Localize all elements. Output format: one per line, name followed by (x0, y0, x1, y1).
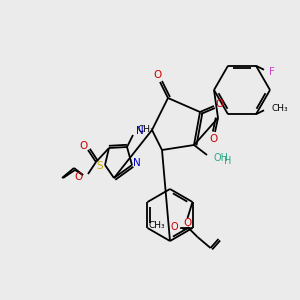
Text: OH: OH (213, 153, 228, 163)
Text: O: O (215, 99, 223, 109)
Text: O: O (153, 70, 161, 80)
Text: N: N (133, 158, 141, 168)
Text: F: F (269, 67, 275, 77)
Text: O: O (75, 172, 83, 182)
Text: H: H (224, 156, 231, 166)
Text: CH₃: CH₃ (138, 125, 154, 134)
Text: S: S (96, 161, 103, 171)
Text: O: O (183, 218, 192, 228)
Text: O: O (209, 134, 217, 144)
Text: O: O (80, 141, 88, 151)
Text: N: N (136, 126, 144, 136)
Text: O: O (171, 222, 178, 232)
Text: CH₃: CH₃ (149, 220, 166, 230)
Text: CH₃: CH₃ (272, 104, 289, 113)
